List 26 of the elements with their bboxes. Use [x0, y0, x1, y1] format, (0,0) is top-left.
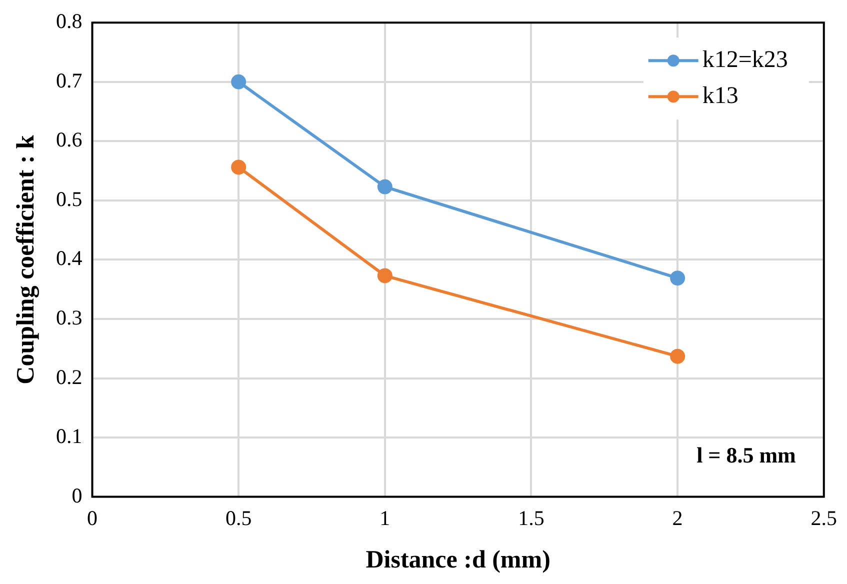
y-tick-label: 0.4 [56, 246, 83, 270]
annotation: l = 8.5 mm [696, 442, 796, 468]
legend-label: k13 [702, 82, 738, 109]
x-tick-label: 0 [87, 506, 98, 530]
x-tick-label: 2 [672, 506, 683, 530]
point [670, 270, 686, 286]
y-tick-label: 0.3 [56, 305, 82, 330]
point [231, 160, 246, 175]
x-axis-title: Distance :d (mm) [366, 546, 550, 574]
x-tick-label: 1 [380, 506, 390, 530]
x-tick-label: 2.5 [810, 506, 837, 530]
point [670, 348, 686, 364]
y-tick-label: 0 [72, 483, 82, 508]
point [377, 179, 392, 194]
x-tick-label: 0.5 [225, 506, 252, 530]
point [377, 268, 392, 284]
y-axis-title: Coupling coefficient : k [12, 134, 40, 384]
y-tick-label: 0.5 [56, 186, 82, 211]
y-tick-label: 0.8 [56, 9, 82, 34]
y-tick-label: 0.6 [56, 128, 82, 152]
point [231, 74, 246, 90]
y-tick-label: 0.2 [56, 364, 82, 389]
y-tick-label: 0.1 [56, 424, 82, 448]
y-tick-label: 0.7 [56, 68, 82, 92]
legend-label: k12=k23 [702, 46, 788, 73]
x-tick-label: 1.5 [518, 506, 544, 530]
